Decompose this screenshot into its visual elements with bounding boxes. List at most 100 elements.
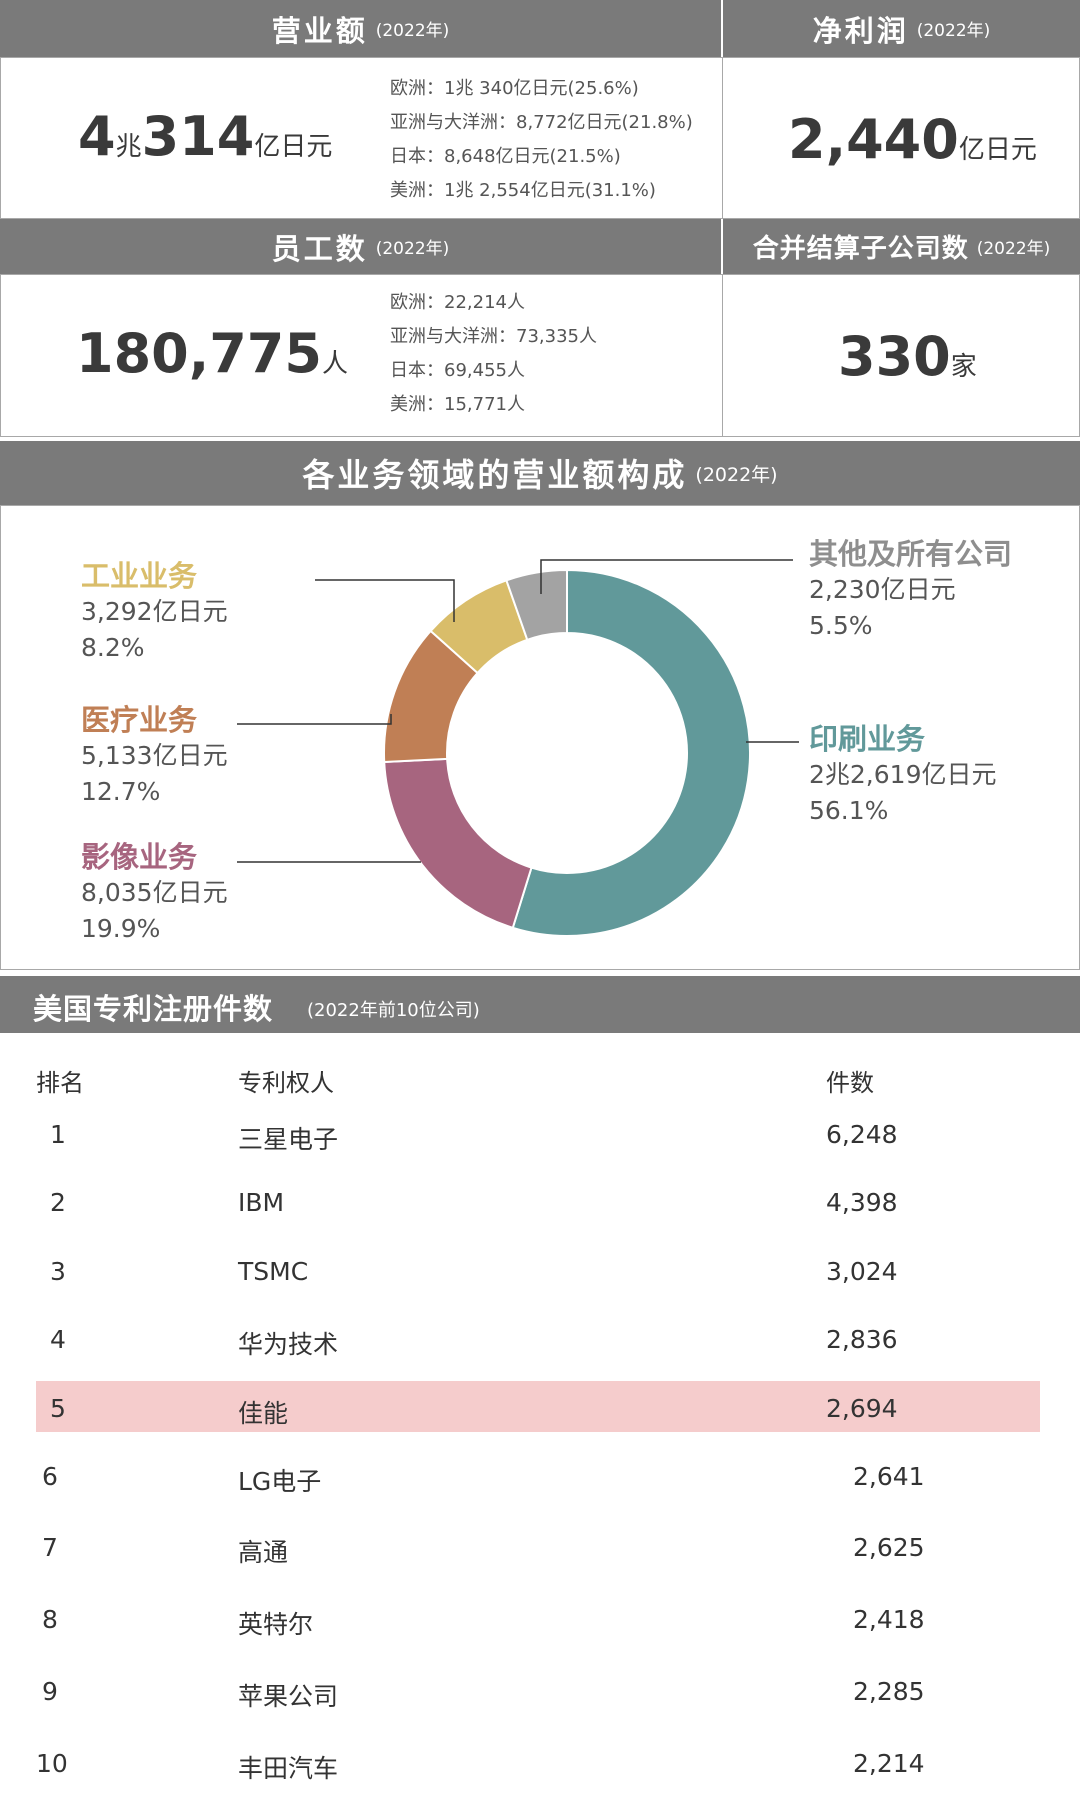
table-row: 8 英特尔 2,418 [0,1595,1080,1647]
subsidiaries-number: 330 [838,325,951,388]
employees-value: 180,775人 [76,322,348,385]
employees-header: 员工数 (2022年) [0,219,721,274]
cell-name: 高通 [238,1538,289,1567]
cell-count: 2,641 [853,1462,925,1491]
donut-slice-4 [505,568,568,642]
label-imaging-name: 影像业务 [81,840,198,874]
table-row: 2 IBM 4,398 [0,1178,1080,1230]
label-industrial-name: 工业业务 [81,559,198,593]
cell-count: 3,024 [826,1257,898,1286]
cell-rank: 4 [50,1325,66,1354]
cell-count: 2,214 [853,1749,925,1778]
profit-unit: 亿日元 [958,135,1037,165]
profit-value: 2,440亿日元 [788,108,1037,171]
donut-title: 各业务领域的营业额构成 [302,456,688,494]
cell-name: LG电子 [238,1467,322,1496]
cell-name: 英特尔 [238,1610,314,1639]
cell-rank: 3 [50,1257,66,1286]
sales-value-part2: 314 [141,105,255,168]
label-industrial-amount: 3,292亿日元 [81,597,228,626]
employees-breakdown-item: 欧洲：22,214人 [390,292,525,313]
divider [722,274,723,437]
employees-breakdown: 欧洲：22,214人 亚洲与大洋洲：73,335人 日本：69,455人 美洲：… [390,286,597,422]
cell-name: TSMC [238,1257,309,1286]
cell-rank: 8 [42,1605,58,1634]
sales-title: 营业额 [271,13,368,48]
label-medical-percent: 12.7% [81,777,161,806]
subsidiaries-header: 合并结算子公司数 (2022年) [723,219,1080,274]
cell-rank: 2 [50,1188,66,1217]
label-other: 其他及所有公司 2,230亿日元 5.5% [809,536,1012,644]
employees-breakdown-item: 日本：69,455人 [390,360,525,381]
patent-title: 美国专利注册件数 [33,992,274,1026]
profit-title: 净利润 [812,13,909,48]
cell-count: 2,836 [826,1325,898,1354]
sales-breakdown-item: 日本：8,648亿日元(21.5%) [390,146,621,167]
sales-breakdown-item: 欧洲：1兆 340亿日元(25.6%) [390,78,639,99]
label-imaging: 影像业务 8,035亿日元 19.9% [81,839,228,947]
label-medical: 医疗业务 5,133亿日元 12.7% [81,702,228,810]
label-industrial: 工业业务 3,292亿日元 8.2% [81,558,228,666]
cell-name: 佳能 [238,1399,289,1428]
sales-value-unit2: 亿日元 [254,132,333,162]
employees-number: 180,775 [76,322,322,385]
label-industrial-percent: 8.2% [81,633,145,662]
cell-rank: 5 [50,1394,66,1423]
sales-header: 营业额 (2022年) [0,0,721,57]
cell-rank: 1 [50,1120,66,1149]
label-printing-percent: 56.1% [809,796,889,825]
profit-year: (2022年) [916,21,991,41]
cell-name: 苹果公司 [238,1682,339,1711]
table-row: 6 LG电子 2,641 [0,1452,1080,1504]
label-medical-amount: 5,133亿日元 [81,741,228,770]
subsidiaries-unit: 家 [950,352,977,382]
profit-number: 2,440 [788,108,959,171]
sales-value-part1: 4 [78,105,116,168]
patent-subtitle: (2022年前10位公司) [307,1000,480,1021]
cell-name: 三星电子 [238,1125,339,1154]
label-other-percent: 5.5% [809,611,873,640]
donut-subtitle: (2022年) [695,463,778,486]
employees-breakdown-item: 亚洲与大洋洲：73,335人 [390,326,597,347]
table-row: 1 三星电子 6,248 [0,1110,1080,1162]
subsidiaries-year: (2022年) [976,239,1051,259]
table-row: 10 丰田汽车 2,214 [0,1739,1080,1791]
cell-name: 丰田汽车 [238,1754,339,1783]
sales-breakdown-item: 美洲：1兆 2,554亿日元(31.1%) [390,180,656,201]
leader-line-3 [540,559,793,594]
label-printing-amount: 2兆2,619亿日元 [809,760,997,789]
sales-breakdown-item: 亚洲与大洋洲：8,772亿日元(21.8%) [390,112,693,133]
cell-count: 2,694 [826,1394,898,1423]
sales-breakdown: 欧洲：1兆 340亿日元(25.6%) 亚洲与大洋洲：8,772亿日元(21.8… [390,72,693,208]
cell-rank: 7 [42,1533,58,1562]
cell-rank: 6 [42,1462,58,1491]
donut-chart-panel: 工业业务 3,292亿日元 8.2% 医疗业务 5,133亿日元 12.7% 影… [0,505,1080,970]
cell-count: 2,418 [853,1605,925,1634]
employees-title: 员工数 [271,231,368,266]
cell-count: 6,248 [826,1120,898,1149]
cell-count: 2,625 [853,1533,925,1562]
cell-rank: 10 [36,1749,68,1778]
profit-header: 净利润 (2022年) [723,0,1080,57]
label-other-amount: 2,230亿日元 [809,575,956,604]
sales-year: (2022年) [375,21,450,41]
cell-count: 4,398 [826,1188,898,1217]
label-other-name: 其他及所有公司 [809,537,1013,571]
label-medical-name: 医疗业务 [81,703,198,737]
cell-name: 华为技术 [238,1330,339,1359]
table-row: 3 TSMC 3,024 [0,1247,1080,1299]
col-header-count: 件数 [826,1069,874,1097]
label-imaging-amount: 8,035亿日元 [81,878,228,907]
patent-header: 美国专利注册件数 (2022年前10位公司) [0,976,1080,1033]
sales-cell [0,57,1080,219]
leader-line-1 [237,714,392,725]
col-header-holder: 专利权人 [238,1069,334,1097]
donut-chart [237,559,799,937]
cell-name: IBM [238,1188,285,1217]
subsidiaries-title: 合并结算子公司数 [752,234,969,264]
cell-rank: 9 [42,1677,58,1706]
employees-year: (2022年) [375,239,450,259]
col-header-rank: 排名 [36,1069,84,1097]
donut-slice-0 [511,568,751,937]
donut-header: 各业务领域的营业额构成 (2022年) [0,441,1080,505]
